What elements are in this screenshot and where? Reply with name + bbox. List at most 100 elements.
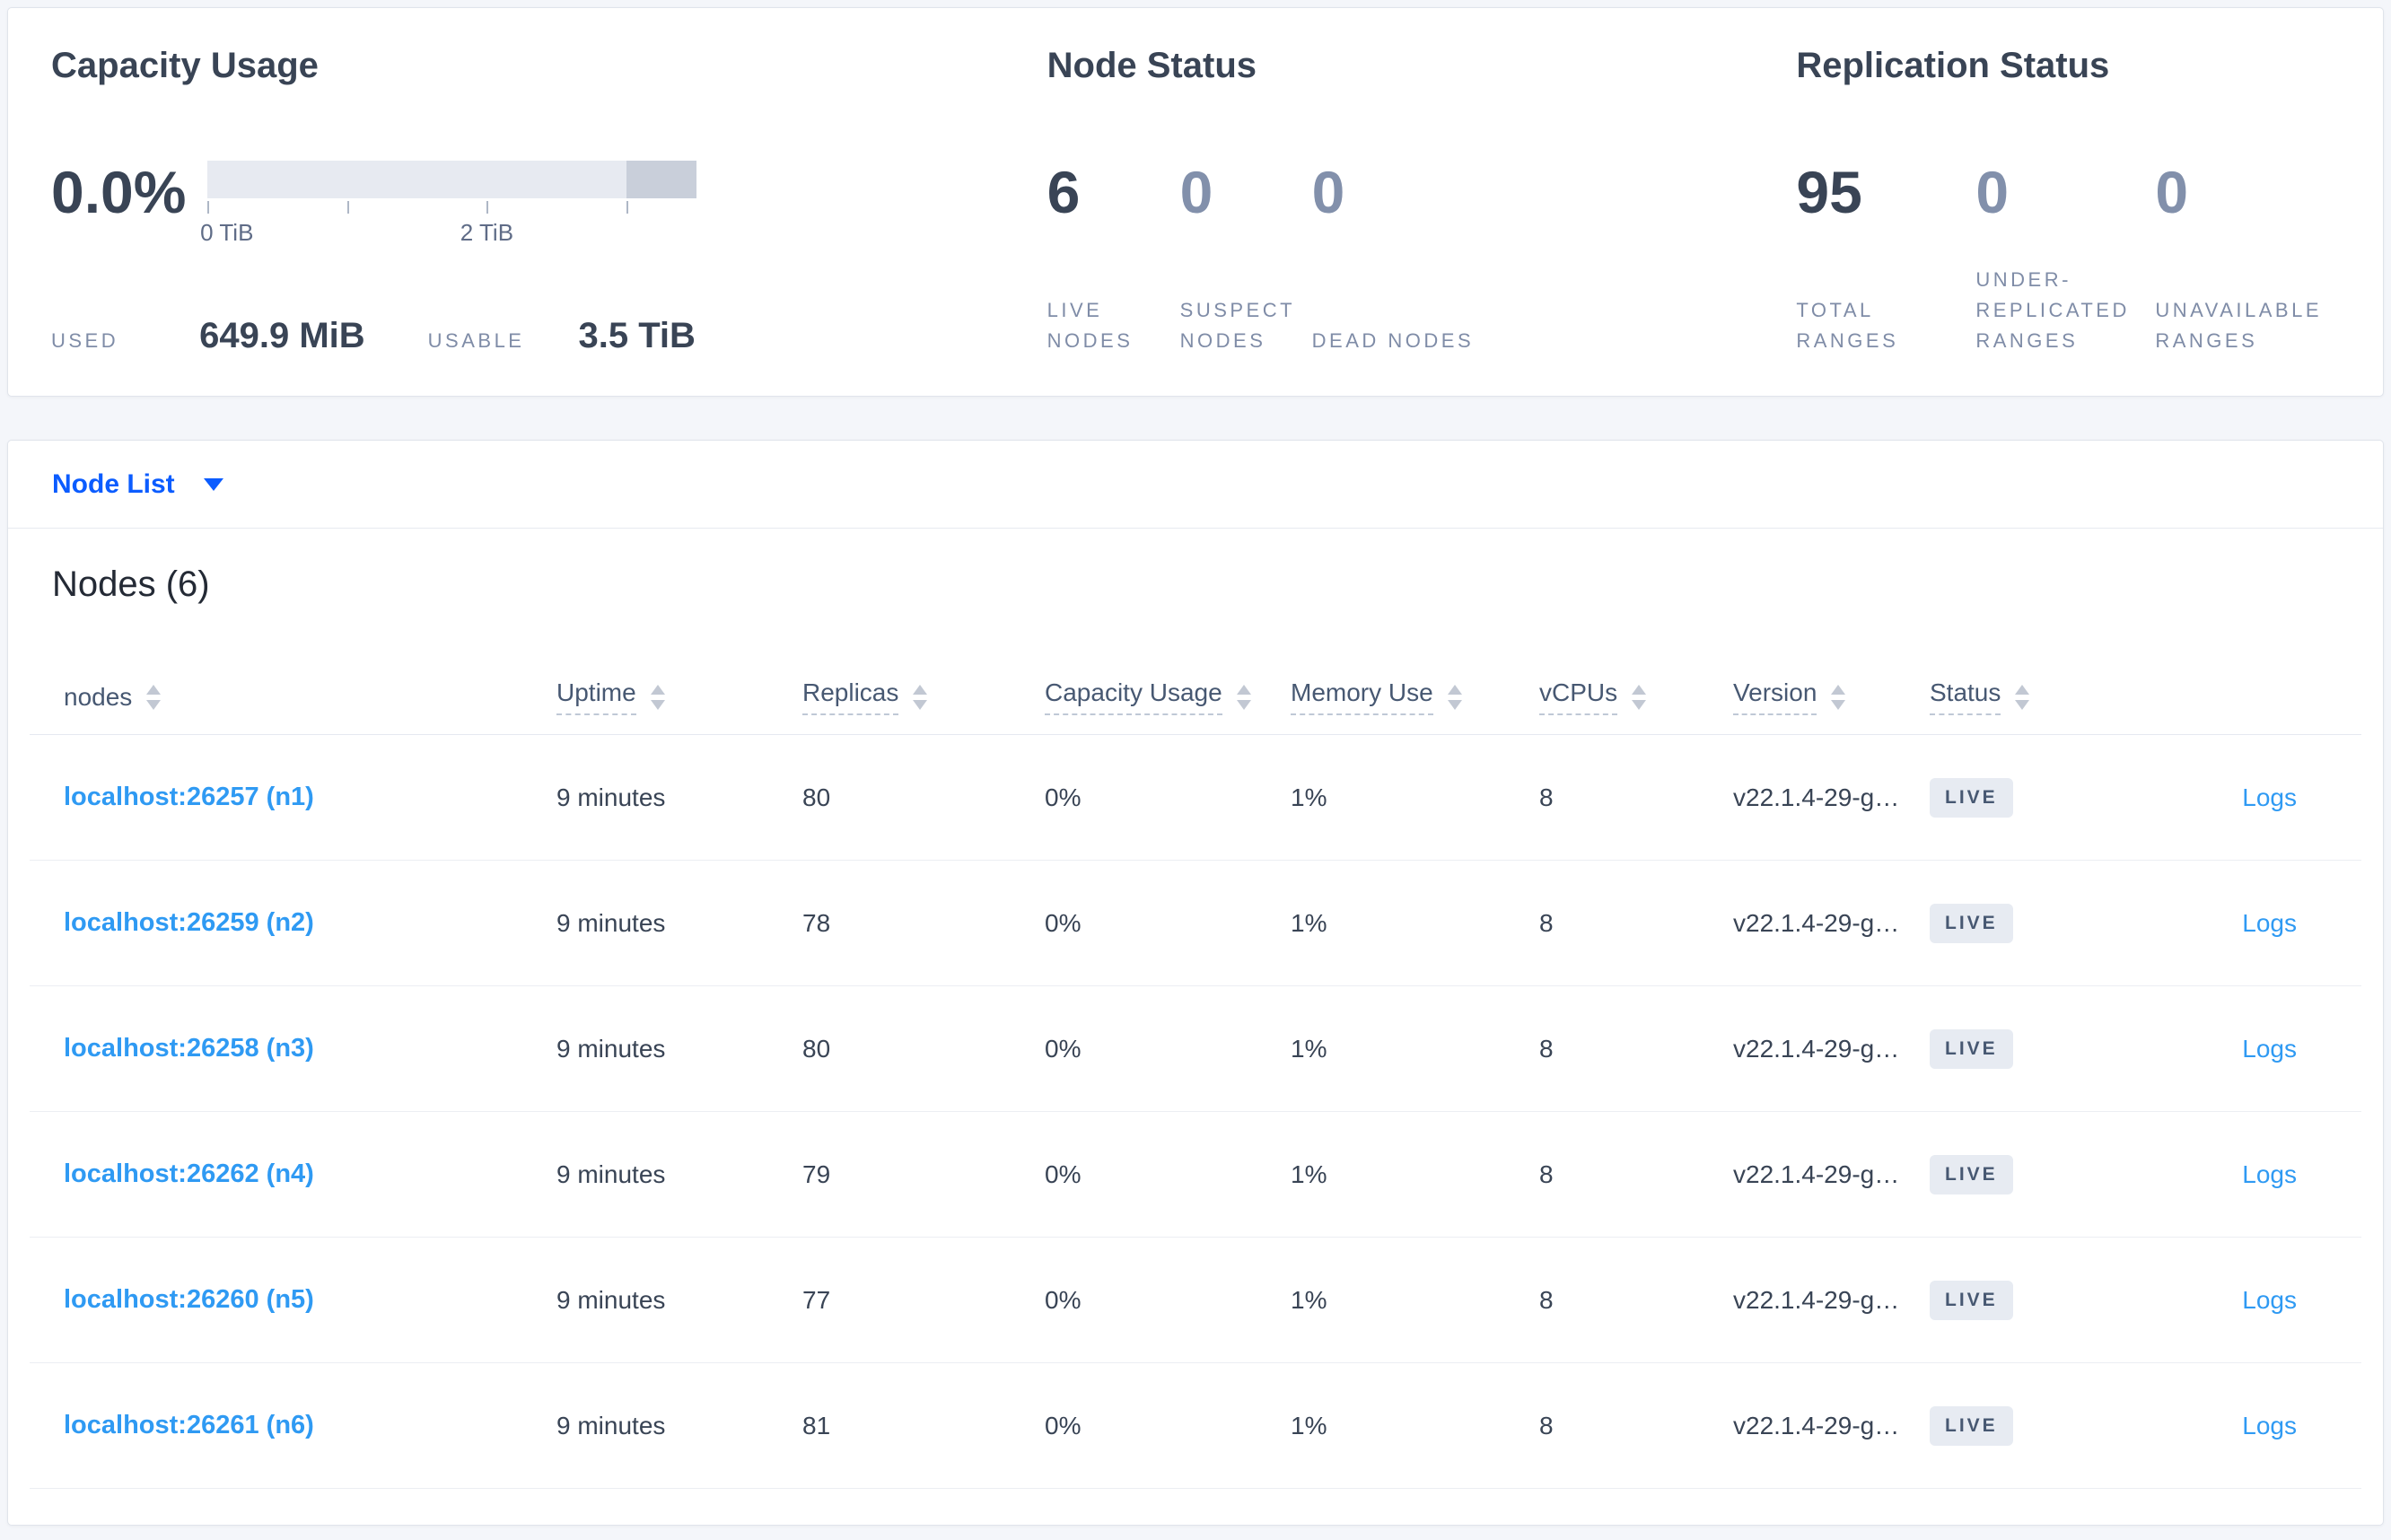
column-header[interactable]: Capacity Usage [1045,678,1291,715]
under-replicated-ranges-stat: 0 UNDER-REPLICATED RANGES [1975,152,2155,356]
logs-link[interactable]: Logs [2242,1285,2297,1314]
nodes-table-title: Nodes (6) [52,564,210,604]
under-replicated-ranges-label: UNDER-REPLICATED RANGES [1975,268,2130,352]
column-header-label: nodes [64,682,133,711]
view-selector-bar: Node List [8,441,2383,529]
sort-icon [1632,684,1647,710]
axis-label-2tib: 2 TiB [460,219,514,246]
table-row: localhost:26260 (n5) 9 minutes 77 0% 1% … [30,1238,2361,1363]
logs-link[interactable]: Logs [2242,1411,2297,1439]
uptime-cell: 9 minutes [556,1285,666,1314]
sort-icon [146,684,162,710]
vcpus-cell: 8 [1539,1034,1554,1063]
status-badge: LIVE [1930,1154,2013,1194]
node-link[interactable]: localhost:26260 (n5) [64,1285,314,1314]
column-header-label: Status [1930,678,2001,715]
replicas-cell: 81 [802,1411,831,1439]
table-row: localhost:26261 (n6) 9 minutes 81 0% 1% … [30,1363,2361,1489]
status-badge: LIVE [1930,777,2013,818]
node-link[interactable]: localhost:26259 (n2) [64,908,314,937]
sort-icon [913,684,928,710]
vcpus-cell: 8 [1539,783,1554,811]
column-header-label: Capacity Usage [1045,678,1222,715]
capacity-bar-track [207,161,696,198]
live-nodes-label: LIVE NODES [1047,299,1134,352]
table-row: localhost:26262 (n4) 9 minutes 79 0% 1% … [30,1112,2361,1238]
capacity-bar-reserved-segment [626,161,696,198]
uptime-cell: 9 minutes [556,1034,666,1063]
memory-use-cell: 1% [1291,1034,1327,1063]
logs-link[interactable]: Logs [2242,1034,2297,1063]
memory-use-cell: 1% [1291,783,1327,811]
dead-nodes-value: 0 [1311,159,1345,225]
usable-label: USABLE [427,329,525,352]
logs-link[interactable]: Logs [2242,1159,2297,1188]
suspect-nodes-label: SUSPECT NODES [1179,299,1295,352]
chevron-down-icon [203,477,223,491]
status-badge: LIVE [1930,1405,2013,1446]
capacity-percent-value: 0.0% [51,159,187,225]
suspect-nodes-stat: 0 SUSPECT NODES [1180,152,1312,356]
nodes-table-header: nodes Uptime Replicas Capacity Usage Mem… [30,660,2361,735]
vcpus-cell: 8 [1539,908,1554,937]
sort-icon [1236,684,1251,710]
capacity-bar-chart: 0 TiB 2 TiB [200,161,696,248]
under-replicated-ranges-value: 0 [1975,159,2010,225]
uptime-cell: 9 minutes [556,1411,666,1439]
memory-use-cell: 1% [1291,1411,1327,1439]
sort-icon [2015,684,2030,710]
axis-label-0tib: 0 TiB [200,219,254,246]
node-link[interactable]: localhost:26258 (n3) [64,1034,314,1063]
node-list-panel: Node List Nodes (6) nodes Uptime Replica… [7,440,2384,1526]
version-cell: v22.1.4-29-g… [1733,783,1900,811]
table-row: localhost:26257 (n1) 9 minutes 80 0% 1% … [30,735,2361,861]
suspect-nodes-value: 0 [1179,159,1213,225]
capacity-usage-cell: 0% [1045,783,1082,811]
status-badge: LIVE [1930,1028,2013,1069]
column-header[interactable]: Replicas [802,678,1045,715]
node-link[interactable]: localhost:26261 (n6) [64,1411,314,1439]
node-link[interactable]: localhost:26262 (n4) [64,1159,314,1188]
column-header[interactable]: vCPUs [1539,678,1733,715]
replicas-cell: 80 [802,1034,831,1063]
column-header-label: vCPUs [1539,678,1618,715]
replicas-cell: 80 [802,783,831,811]
node-status-stats: 6 LIVE NODES 0 SUSPECT NODES 0 DEAD NODE… [1047,152,1797,356]
version-cell: v22.1.4-29-g… [1733,1034,1900,1063]
memory-use-cell: 1% [1291,908,1327,937]
total-ranges-label: TOTAL RANGES [1796,299,1899,352]
logs-link[interactable]: Logs [2242,783,2297,811]
column-header[interactable]: Memory Use [1291,678,1539,715]
replicas-cell: 78 [802,908,831,937]
node-status-section: Node Status 6 LIVE NODES 0 SUSPECT NODES… [1047,40,1797,356]
replicas-cell: 79 [802,1159,831,1188]
nodes-table-body: localhost:26257 (n1) 9 minutes 80 0% 1% … [30,735,2361,1489]
node-status-title: Node Status [1047,46,1257,85]
live-nodes-value: 6 [1047,159,1081,225]
column-header[interactable]: Status [1930,678,2136,715]
unavailable-ranges-label: UNAVAILABLE RANGES [2155,299,2322,352]
node-list-dropdown[interactable]: Node List [52,469,223,500]
cluster-summary-panel: Capacity Usage 0.0% 0 TiB 2 TiB USED 649… [7,7,2384,397]
uptime-cell: 9 minutes [556,908,666,937]
status-badge: LIVE [1930,903,2013,943]
uptime-cell: 9 minutes [556,1159,666,1188]
capacity-axis-ticks [207,201,696,215]
memory-use-cell: 1% [1291,1159,1327,1188]
column-header[interactable]: Uptime [556,678,802,715]
table-row: localhost:26259 (n2) 9 minutes 78 0% 1% … [30,861,2361,986]
version-cell: v22.1.4-29-g… [1733,1411,1900,1439]
status-badge: LIVE [1930,1280,2013,1320]
column-header[interactable]: Version [1733,678,1930,715]
sort-icon [1831,684,1846,710]
used-label: USED [51,329,119,352]
vcpus-cell: 8 [1539,1285,1554,1314]
logs-link[interactable]: Logs [2242,908,2297,937]
replicas-cell: 77 [802,1285,831,1314]
column-header[interactable]: nodes [30,683,556,712]
usable-value: 3.5 TiB [578,316,696,355]
version-cell: v22.1.4-29-g… [1733,908,1900,937]
capacity-axis-labels: 0 TiB 2 TiB [200,219,696,248]
node-link[interactable]: localhost:26257 (n1) [64,783,314,811]
replication-status-section: Replication Status 95 TOTAL RANGES 0 UND… [1796,40,2340,356]
